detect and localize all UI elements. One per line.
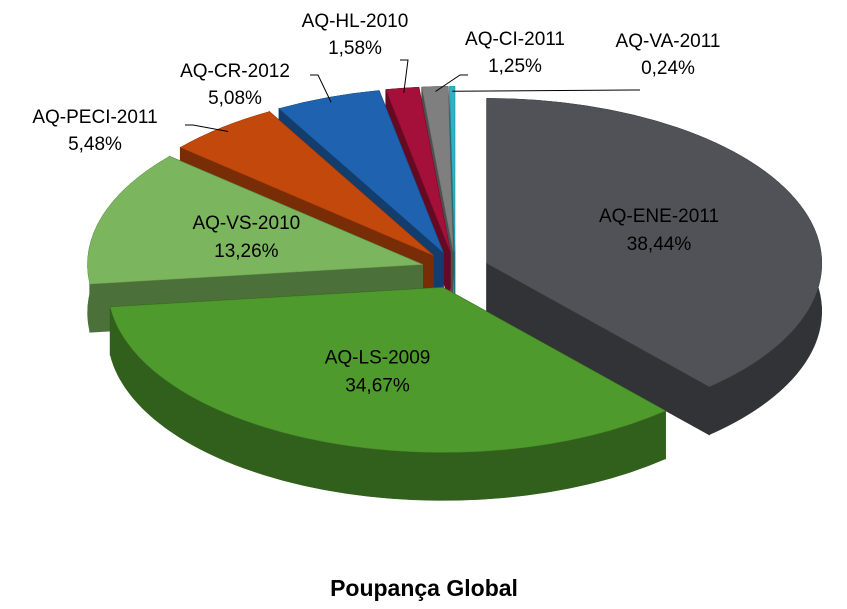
slice-value: 5,48%: [68, 134, 122, 155]
slice-value: 1,58%: [328, 38, 382, 59]
slice-top: [449, 86, 455, 252]
slice-top: [87, 156, 423, 285]
slice-label: AQ-ENE-2011: [599, 206, 719, 227]
leader-line: [435, 74, 468, 92]
slice-label: AQ-CI-2011: [465, 29, 565, 50]
slice-top: [278, 90, 444, 253]
slice-label: AQ-VA-2011: [616, 31, 721, 52]
leader-line: [185, 124, 229, 132]
slice-label: AQ-LS-2009: [325, 347, 431, 368]
slice-top: [179, 111, 434, 256]
slice-value: 38,44%: [627, 234, 692, 255]
slice-value: 1,25%: [488, 56, 542, 77]
slice-value: 5,08%: [208, 88, 262, 109]
slice-top: [109, 287, 666, 453]
slice-label: AQ-HL-2010: [302, 11, 409, 32]
slice-top: [486, 98, 823, 387]
slice-value: 0,24%: [641, 58, 695, 79]
leader-line: [400, 59, 409, 94]
slice-value: 13,26%: [214, 241, 279, 262]
slice-label: AQ-VS-2010: [192, 213, 300, 234]
slice-value: 34,67%: [345, 375, 410, 396]
slice-top: [385, 86, 451, 252]
slice-label: AQ-PECI-2011: [32, 107, 157, 128]
leader-line: [452, 89, 640, 92]
slice: [109, 286, 666, 501]
leader-line: [310, 74, 332, 103]
slice-top: [421, 86, 454, 252]
chart-title: Poupança Global: [330, 575, 518, 601]
slice-label: AQ-CR-2012: [180, 61, 290, 82]
slice: [486, 98, 823, 436]
